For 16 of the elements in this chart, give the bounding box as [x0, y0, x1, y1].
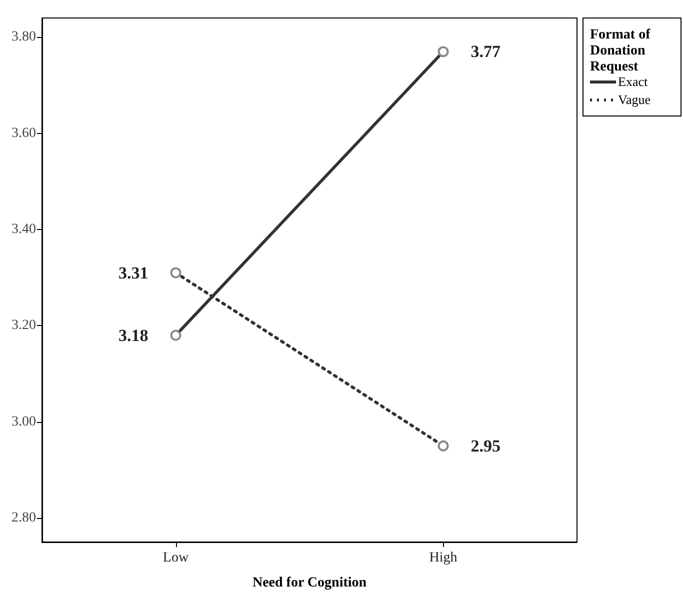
legend-label: Vague — [618, 92, 651, 107]
x-tick-label: High — [429, 550, 458, 566]
y-tick-label: 3.80 — [12, 30, 36, 45]
data-label: 2.95 — [470, 436, 500, 456]
legend-label: Exact — [618, 74, 648, 89]
x-axis-title: Need for Cognition — [252, 576, 367, 590]
y-tick-label: 3.00 — [12, 414, 36, 430]
legend-title: Format of Donation Request — [590, 28, 651, 74]
y-tick-label: 3.40 — [12, 222, 36, 238]
y-tick-label: 2.80 — [12, 510, 36, 526]
y-tick-label: 3.60 — [12, 126, 36, 141]
data-label: 3.77 — [470, 42, 501, 62]
x-tick-label: Low — [162, 550, 190, 566]
y-tick-label: 3.20 — [12, 318, 36, 334]
data-label: 3.18 — [118, 326, 148, 345]
data-label: 3.31 — [118, 263, 148, 282]
